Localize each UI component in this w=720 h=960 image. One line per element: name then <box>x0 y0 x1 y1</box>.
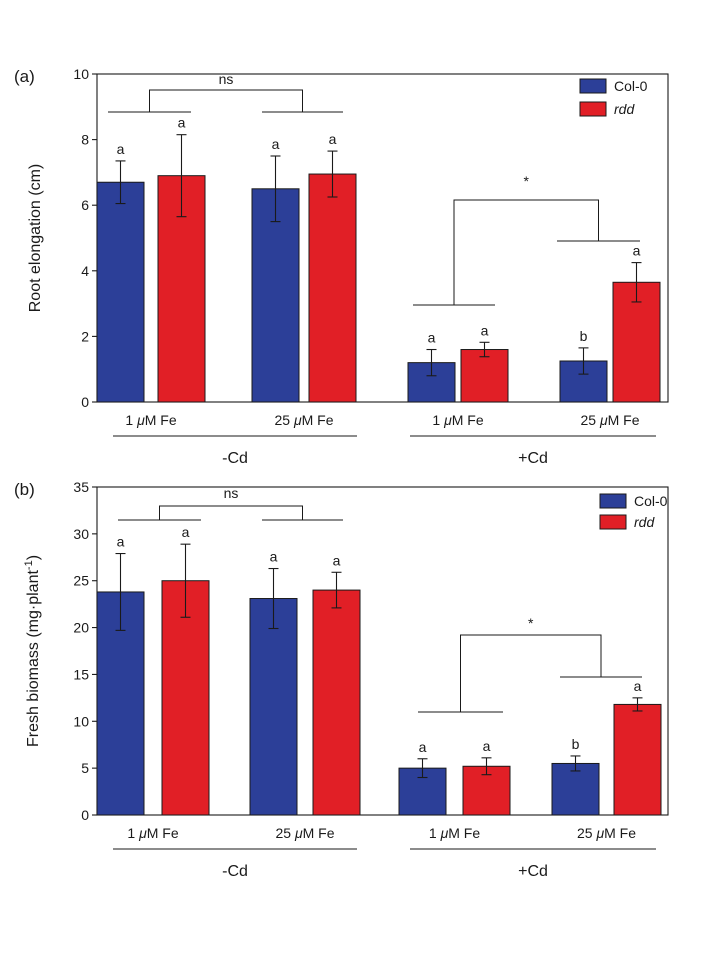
significance-label: * <box>528 615 534 631</box>
significance-letter: a <box>329 131 337 147</box>
category-label: 25 μM Fe <box>577 825 636 841</box>
y-tick-label: 8 <box>81 132 89 148</box>
y-tick-label: 5 <box>81 760 89 776</box>
category-label: 1 μM Fe <box>432 412 483 428</box>
bar-col0 <box>551 762 600 816</box>
significance-letter: a <box>483 738 491 754</box>
y-tick-label: 6 <box>81 197 89 213</box>
condition-label: +Cd <box>518 863 548 880</box>
significance-letter: a <box>481 322 489 338</box>
bar-rdd <box>161 580 210 816</box>
legend-swatch-col0 <box>579 78 607 94</box>
significance-label: ns <box>224 485 239 501</box>
y-tick-label: 2 <box>81 328 89 344</box>
significance-letter: a <box>333 552 341 568</box>
y-tick-label: 0 <box>81 807 89 823</box>
bar-col0 <box>249 598 298 816</box>
significance-label: * <box>524 173 530 189</box>
category-label: 1 μM Fe <box>429 825 480 841</box>
category-label: 25 μM Fe <box>580 412 639 428</box>
chart-panel-a: (a) 0 2 4 6 8 10 Root elongation (cm) a a a b a a a a 1 … <box>14 66 669 467</box>
significance-letter: b <box>580 328 588 344</box>
bar-col0 <box>251 188 300 403</box>
panel-label: (b) <box>14 480 35 499</box>
y-tick-label: 10 <box>73 66 89 82</box>
bar-rdd <box>312 589 361 816</box>
y-tick-label: 25 <box>73 573 89 589</box>
condition-label: -Cd <box>222 863 248 880</box>
bracket-connector <box>149 89 303 112</box>
condition-label: -Cd <box>222 450 248 467</box>
category-label: 25 μM Fe <box>275 825 334 841</box>
bar-col0 <box>96 181 145 403</box>
significance-letter: a <box>634 678 642 694</box>
y-tick-label: 0 <box>81 394 89 410</box>
bracket-connector <box>460 634 602 712</box>
legend-label-rdd: rdd <box>614 101 635 117</box>
bar-rdd <box>460 349 509 403</box>
bar-rdd <box>308 173 357 403</box>
significance-letter: a <box>178 115 186 131</box>
significance-letter: a <box>270 549 278 565</box>
legend-label-col0: Col-0 <box>614 78 648 94</box>
significance-letter: a <box>428 330 436 346</box>
chart-panel-b: (b) 0 5 10 15 20 25 30 35 Fresh biomass (mg·plant… <box>14 479 669 880</box>
legend-swatch-rdd <box>599 514 627 530</box>
panel-label: (a) <box>14 67 35 86</box>
category-label: 25 μM Fe <box>274 412 333 428</box>
legend-label-col0: Col-0 <box>634 493 668 509</box>
legend-label-rdd: rdd <box>634 514 655 530</box>
y-axis-label: Root elongation (cm) <box>27 164 44 313</box>
y-tick-label: 15 <box>73 666 89 682</box>
significance-letter: a <box>272 136 280 152</box>
y-tick-label: 35 <box>73 479 89 495</box>
significance-letter: a <box>182 524 190 540</box>
bracket-connector <box>453 199 599 305</box>
significance-letter: a <box>419 739 427 755</box>
bar-rdd <box>613 703 662 816</box>
significance-letter: a <box>117 141 125 157</box>
y-tick-label: 10 <box>73 713 89 729</box>
significance-letter: a <box>633 243 641 259</box>
category-label: 1 μM Fe <box>125 412 176 428</box>
y-tick-label: 20 <box>73 620 89 636</box>
category-label: 1 μM Fe <box>127 825 178 841</box>
y-tick-label: 30 <box>73 526 89 542</box>
condition-label: +Cd <box>518 450 548 467</box>
legend-swatch-col0 <box>599 493 627 509</box>
bracket-connector <box>159 505 303 520</box>
y-tick-label: 4 <box>81 263 89 279</box>
significance-letter: a <box>117 534 125 550</box>
legend-swatch-rdd <box>579 101 607 117</box>
significance-label: ns <box>219 71 234 87</box>
y-axis-label: Fresh biomass (mg·plant-1) <box>23 555 42 747</box>
significance-letter: b <box>572 736 580 752</box>
